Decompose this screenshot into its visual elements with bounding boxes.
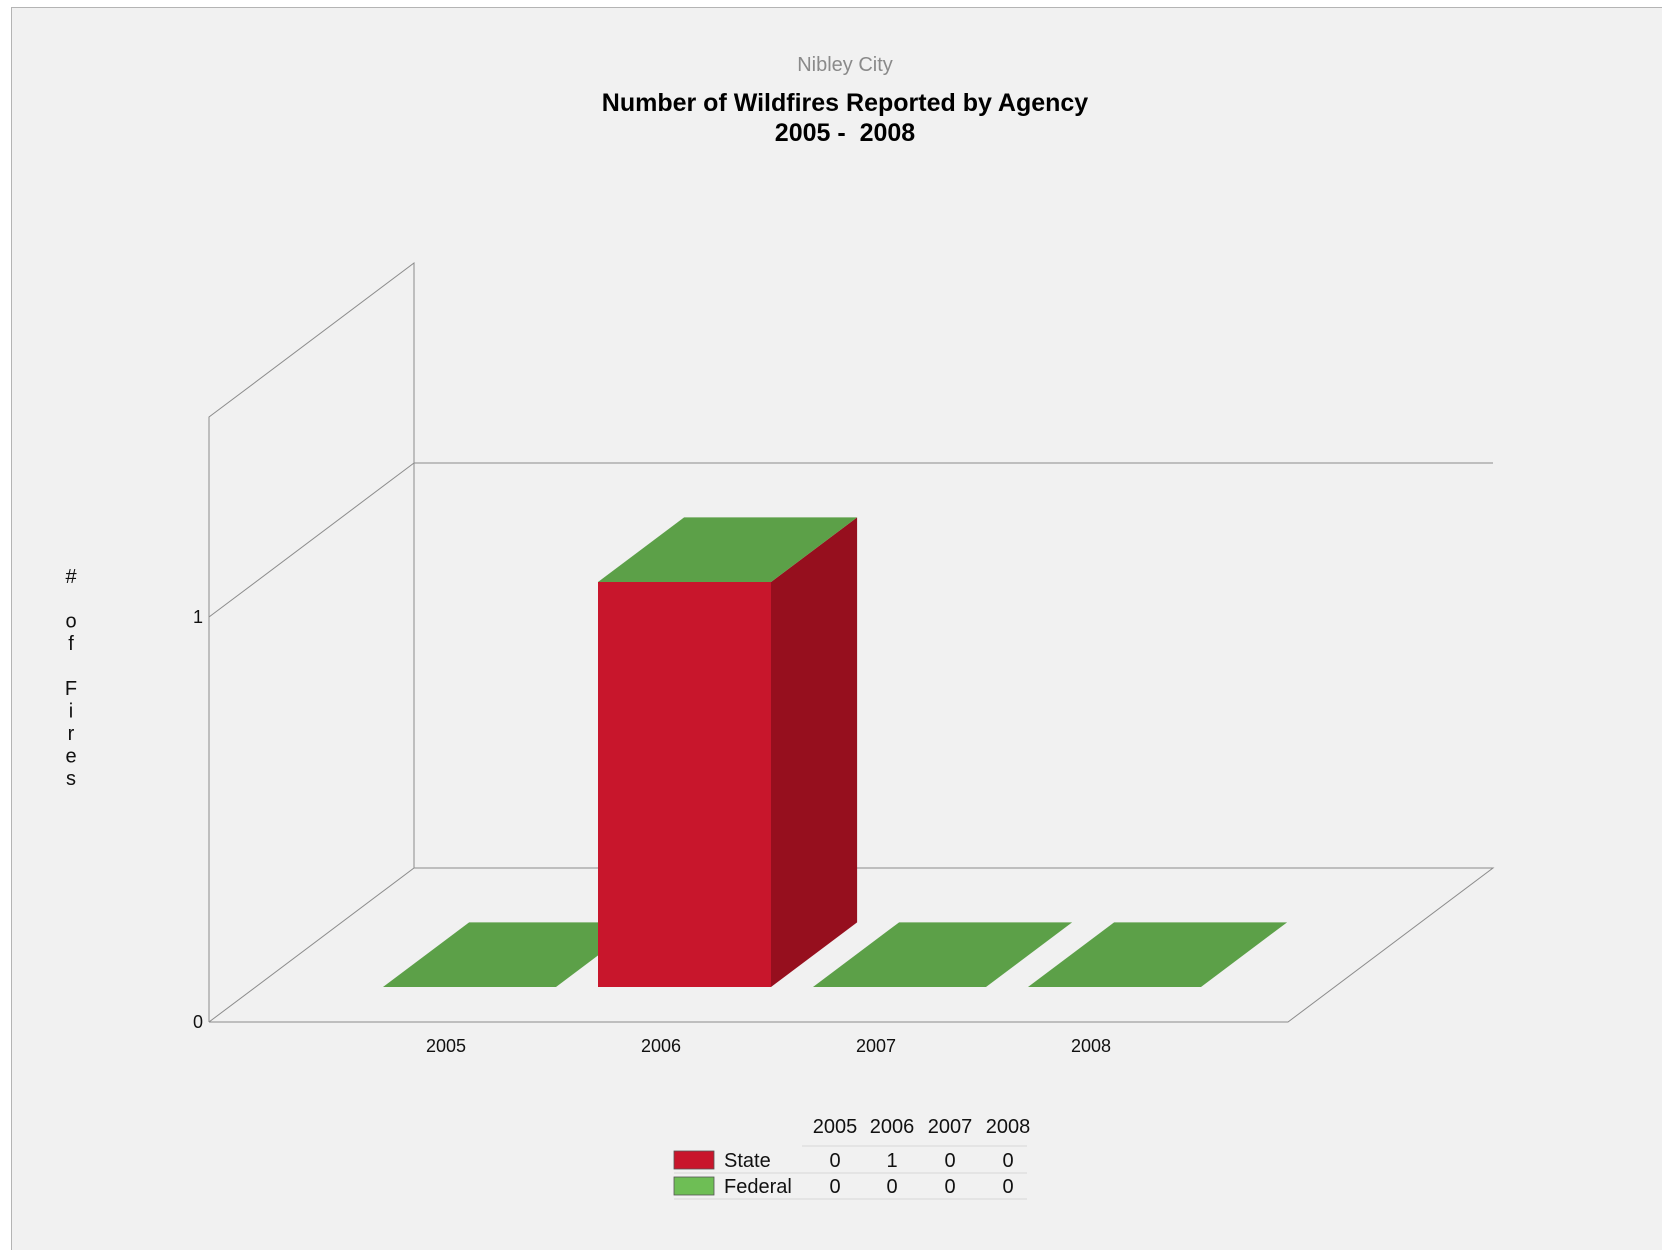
y-axis-label-char: i — [69, 700, 73, 722]
chart-title-years: 2005 - 2008 — [775, 119, 915, 147]
legend-value: 0 — [1002, 1150, 1013, 1172]
bar-top-federal — [383, 922, 643, 987]
bar-front-state — [598, 582, 771, 987]
x-tick-label: 2005 — [426, 1036, 466, 1056]
chart-title: Number of Wildfires Reported by Agency — [602, 89, 1089, 117]
y-axis-label-char: F — [65, 678, 77, 700]
bar-top-federal — [813, 922, 1073, 987]
chart-bars — [383, 517, 1288, 987]
y-axis-label-char: e — [65, 746, 76, 768]
legend-value: 0 — [944, 1150, 955, 1172]
chart-axes — [208, 261, 1495, 1023]
legend-header-year: 2007 — [928, 1116, 973, 1138]
bar-side-state — [771, 517, 858, 987]
legend-value: 0 — [829, 1150, 840, 1172]
chart-floor — [208, 867, 1495, 1023]
legend-header-year: 2008 — [986, 1116, 1031, 1138]
legend-header-year: 2006 — [870, 1116, 915, 1138]
chart-subtitle: Nibley City — [797, 54, 893, 76]
legend-value: 0 — [944, 1176, 955, 1198]
x-tick-label: 2007 — [856, 1036, 896, 1056]
y-axis-label-char: o — [65, 611, 76, 633]
y-axis-label-char: r — [68, 723, 75, 745]
y-tick-label: 0 — [193, 1012, 203, 1032]
legend-series-name: Federal — [724, 1176, 792, 1198]
legend-series-name: State — [724, 1150, 771, 1172]
legend-swatch-state — [673, 1150, 715, 1170]
bar-top-federal — [598, 517, 858, 582]
legend-swatch-federal — [673, 1176, 715, 1196]
chart-left-wall — [208, 261, 415, 1022]
x-tick-label: 2008 — [1071, 1036, 1111, 1056]
chart-svg: Nibley City Number of Wildfires Reported… — [65, 54, 1495, 1200]
chart-frame: Nibley City Number of Wildfires Reported… — [11, 7, 1662, 1250]
x-axis-ticks: 2005 2006 2007 2008 — [426, 1036, 1111, 1056]
legend-value: 1 — [886, 1150, 897, 1172]
x-tick-label: 2006 — [641, 1036, 681, 1056]
legend-value: 0 — [886, 1176, 897, 1198]
y-tick-label: 1 — [193, 607, 203, 627]
y-axis-ticks: 01 — [193, 607, 203, 1032]
bar-top-federal — [1028, 922, 1288, 987]
y-axis-label-char: # — [65, 566, 77, 588]
legend-value: 0 — [1002, 1176, 1013, 1198]
legend-header-year: 2005 — [813, 1116, 858, 1138]
left-wall-gridline — [208, 462, 415, 618]
legend-table: 2005 2006 2007 2008 State 0 1 0 0 Federal 0 0 0 0 — [673, 1116, 1031, 1200]
legend-value: 0 — [829, 1176, 840, 1198]
y-axis-label-char: f — [68, 633, 74, 655]
y-axis-label-char: s — [66, 768, 76, 790]
